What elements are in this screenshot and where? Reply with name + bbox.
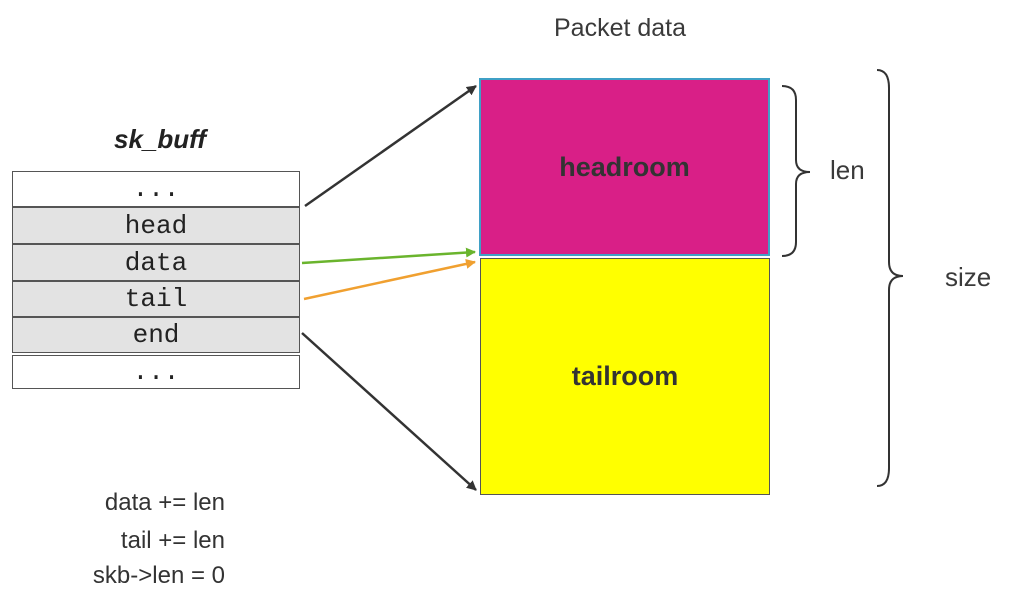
struct-field-head: head xyxy=(12,207,300,244)
tailroom-block: tailroom xyxy=(480,258,770,495)
tailroom-label: tailroom xyxy=(572,361,679,392)
struct-field-ellipsis-top: ... xyxy=(12,171,300,207)
size-label: size xyxy=(945,262,991,293)
note-skb-len: skb->len = 0 xyxy=(20,562,225,590)
headroom-label: headroom xyxy=(559,152,690,183)
diagram-title: Packet data xyxy=(480,14,760,43)
tail-arrow xyxy=(304,262,475,299)
struct-field-tail: tail xyxy=(12,281,300,317)
headroom-block: headroom xyxy=(479,78,770,256)
data-arrow xyxy=(302,252,475,263)
note-data: data += len xyxy=(20,489,225,517)
note-tail: tail += len xyxy=(20,527,225,555)
struct-field-ellipsis-bottom: ... xyxy=(12,355,300,389)
len-label: len xyxy=(830,155,865,186)
struct-field-data: data xyxy=(12,244,300,281)
len-brace xyxy=(782,86,810,256)
end-arrow xyxy=(302,333,476,490)
size-brace xyxy=(877,70,903,486)
struct-field-end: end xyxy=(12,317,300,353)
head-arrow xyxy=(305,86,476,206)
struct-name: sk_buff xyxy=(60,124,260,155)
